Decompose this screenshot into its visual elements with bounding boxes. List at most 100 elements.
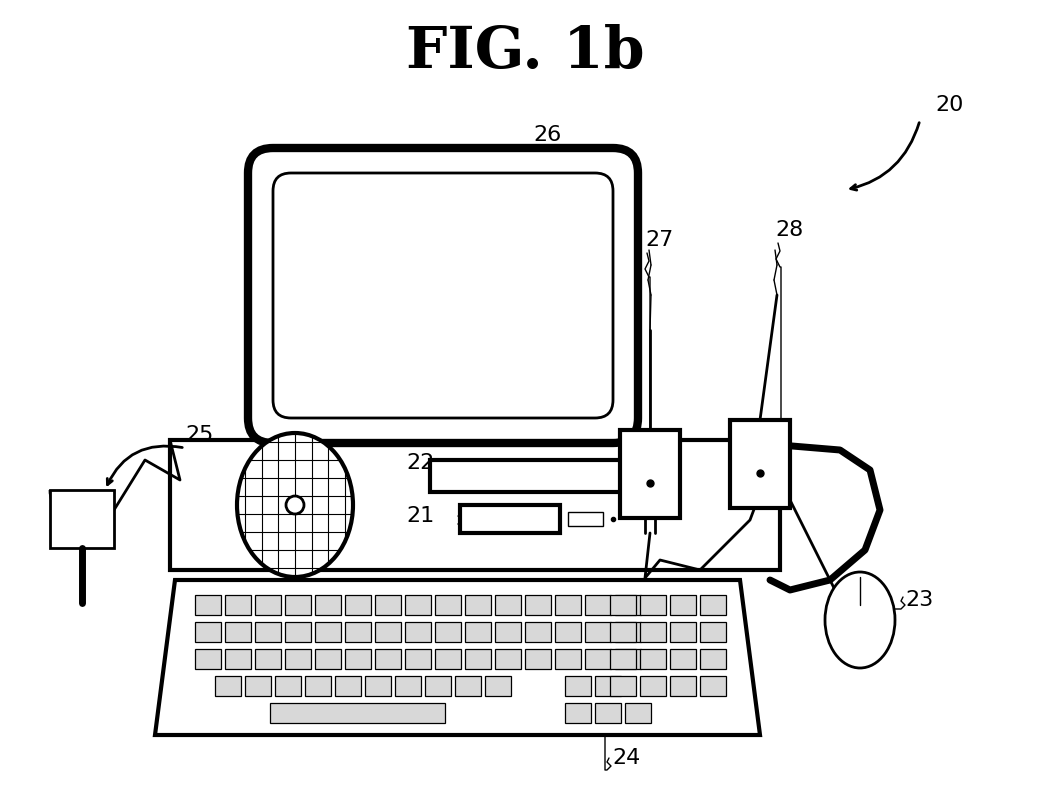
Text: 20: 20 — [935, 95, 964, 115]
Bar — [565, 703, 591, 723]
Bar — [610, 676, 636, 696]
Bar — [615, 595, 641, 615]
Bar — [345, 595, 371, 615]
Text: 24: 24 — [612, 748, 640, 768]
Bar — [640, 649, 666, 669]
Bar — [700, 595, 726, 615]
Bar — [365, 676, 391, 696]
Bar — [285, 595, 311, 615]
Bar — [465, 622, 491, 642]
Bar — [526, 649, 551, 669]
Bar — [700, 622, 726, 642]
Bar — [669, 595, 696, 615]
Bar — [465, 595, 491, 615]
Bar — [700, 676, 726, 696]
Bar — [495, 622, 521, 642]
Bar — [669, 622, 696, 642]
Bar — [425, 676, 451, 696]
Bar — [465, 649, 491, 669]
Bar — [640, 595, 666, 615]
Bar — [610, 649, 636, 669]
Bar — [555, 649, 581, 669]
Bar — [700, 649, 726, 669]
Bar — [315, 649, 341, 669]
Bar — [270, 703, 445, 723]
Bar — [555, 595, 581, 615]
Bar — [285, 622, 311, 642]
Text: FIG. 1b: FIG. 1b — [406, 24, 644, 80]
Bar — [615, 622, 641, 642]
Bar — [345, 649, 371, 669]
Bar — [315, 622, 341, 642]
Bar — [255, 649, 281, 669]
FancyBboxPatch shape — [248, 148, 638, 443]
FancyBboxPatch shape — [273, 173, 613, 418]
Ellipse shape — [236, 433, 353, 577]
Ellipse shape — [825, 572, 895, 668]
Bar — [195, 595, 221, 615]
Bar — [275, 676, 301, 696]
Bar — [585, 595, 611, 615]
Bar — [345, 622, 371, 642]
Bar — [640, 622, 666, 642]
Bar — [625, 703, 651, 723]
Bar — [565, 676, 591, 696]
Bar — [215, 676, 241, 696]
Ellipse shape — [286, 496, 304, 514]
Bar — [435, 595, 461, 615]
Bar — [50, 490, 114, 548]
Bar — [555, 622, 581, 642]
Bar — [195, 622, 221, 642]
Bar — [170, 440, 780, 570]
Text: 25: 25 — [185, 425, 213, 445]
Bar — [405, 622, 431, 642]
Bar — [375, 595, 401, 615]
Text: 23: 23 — [905, 590, 933, 610]
Bar — [495, 595, 521, 615]
Bar — [405, 595, 431, 615]
Bar — [195, 649, 221, 669]
Bar — [305, 676, 331, 696]
Bar — [595, 676, 621, 696]
Bar — [255, 622, 281, 642]
Bar — [595, 703, 621, 723]
Bar — [315, 595, 341, 615]
Bar — [245, 676, 271, 696]
Polygon shape — [154, 580, 760, 735]
Bar — [495, 649, 521, 669]
Bar — [585, 649, 611, 669]
Bar — [669, 676, 696, 696]
Bar — [285, 649, 311, 669]
Text: 27: 27 — [645, 230, 674, 250]
Bar — [615, 649, 641, 669]
Bar — [225, 649, 251, 669]
Bar — [485, 676, 511, 696]
Bar — [730, 420, 790, 508]
Bar — [585, 622, 611, 642]
Bar — [620, 430, 680, 518]
Text: 26: 26 — [533, 125, 561, 145]
Bar — [526, 622, 551, 642]
Bar — [435, 622, 461, 642]
Bar — [460, 505, 560, 533]
Bar — [255, 595, 281, 615]
Bar — [375, 622, 401, 642]
Bar — [375, 649, 401, 669]
Bar — [640, 676, 666, 696]
Bar — [225, 622, 251, 642]
Text: 22: 22 — [407, 453, 435, 473]
Text: 28: 28 — [775, 220, 803, 240]
Bar — [610, 595, 636, 615]
Bar — [430, 460, 650, 492]
Bar — [435, 649, 461, 669]
Bar — [335, 676, 360, 696]
Bar — [610, 622, 636, 642]
Bar — [526, 595, 551, 615]
Bar — [669, 649, 696, 669]
Bar — [395, 676, 421, 696]
Bar — [405, 649, 431, 669]
Bar — [455, 676, 481, 696]
Bar — [225, 595, 251, 615]
Text: 21: 21 — [407, 506, 435, 526]
Bar — [568, 512, 603, 526]
